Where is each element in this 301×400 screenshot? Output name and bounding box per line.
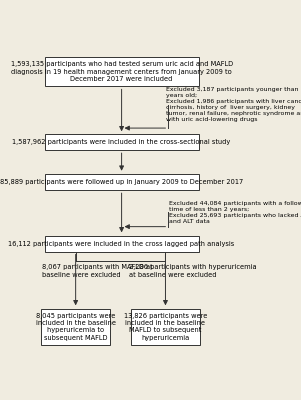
Text: 8,067 participants with MAFLD at
baseline were excluded: 8,067 participants with MAFLD at baselin… xyxy=(42,264,153,278)
Text: 16,112 participants were included in the cross lagged path analysis: 16,112 participants were included in the… xyxy=(8,240,235,246)
Text: 1,587,962 participants were included in the cross-sectional study: 1,587,962 participants were included in … xyxy=(12,139,231,145)
Bar xyxy=(45,236,199,252)
Bar xyxy=(45,134,199,150)
Bar xyxy=(41,308,110,345)
Text: 8,045 participants were
included in the baseline
hyperuricemia to
subsequent MAF: 8,045 participants were included in the … xyxy=(36,313,116,341)
Bar xyxy=(45,57,199,86)
Text: Excluded 3,187 participants younger than 18
years old;
Excluded 1,986 participan: Excluded 3,187 participants younger than… xyxy=(166,88,301,122)
Text: 2,286 participants with hyperuricemia
at baseline were excluded: 2,286 participants with hyperuricemia at… xyxy=(129,264,257,278)
Text: Excluded 44,084 participants with a follow-up
time of less than 2 years;
Exclude: Excluded 44,084 participants with a foll… xyxy=(169,201,301,224)
Bar xyxy=(45,174,199,190)
Text: 85,889 participants were followed up in January 2009 to December 2017: 85,889 participants were followed up in … xyxy=(0,179,243,185)
Text: 13,826 participants were
included in the baseline
MAFLD to subsequent
hyperurice: 13,826 participants were included in the… xyxy=(124,313,207,341)
Bar xyxy=(131,308,200,345)
Text: 1,593,135 participants who had tested serum uric acid and MAFLD
diagnosis in 19 : 1,593,135 participants who had tested se… xyxy=(11,62,233,82)
